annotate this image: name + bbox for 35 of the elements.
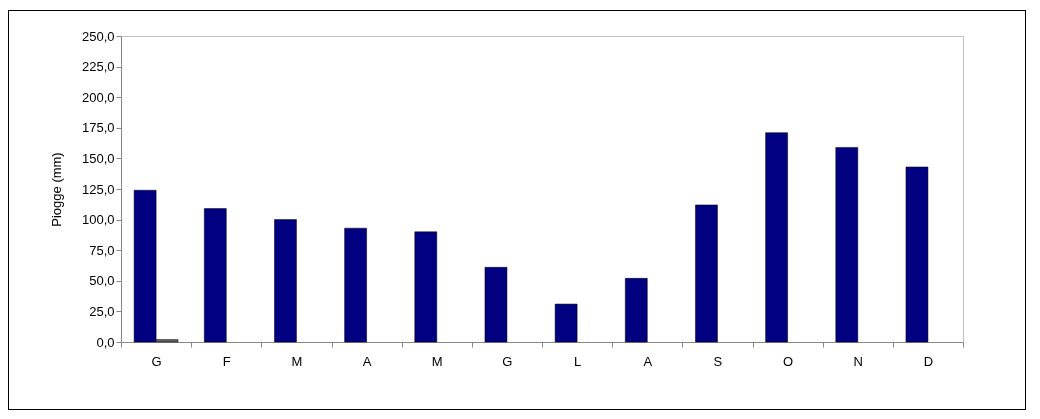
y-tick-label: 75,0 [89,242,115,258]
y-tick-label: 225,0 [81,59,115,75]
y-tick-label: 200,0 [81,89,115,105]
y-tick-label: 100,0 [81,212,115,228]
y-tick-label: 50,0 [89,273,115,289]
x-tick-label: O [783,353,794,369]
x-tick-label: G [151,353,162,369]
bar [414,231,438,343]
bar [625,278,648,343]
x-tick-label: A [643,353,653,369]
x-tick-label: N [853,353,863,369]
x-tick-label: A [362,353,372,369]
bar [835,147,859,343]
y-tick-label: 25,0 [89,303,115,319]
bar [905,166,929,343]
bar [765,132,788,343]
x-tick-label: F [222,353,231,369]
bar [695,204,718,343]
x-tick-label: G [502,353,513,369]
bar [554,303,578,343]
x-tick-label: D [923,353,934,369]
y-tick-label: 250,0 [81,28,115,44]
bar [344,227,367,343]
y-tick-label: 125,0 [81,181,115,197]
y-tick-label: 175,0 [81,120,115,136]
bar [274,219,297,343]
x-tick-label: M [431,353,443,369]
y-tick-label: 150,0 [81,150,115,166]
bar [484,267,508,343]
x-tick-label: L [573,353,582,369]
bar [204,208,227,343]
y-tick-label: 0,0 [96,334,115,350]
x-tick-label: S [713,353,723,369]
x-tick-label: M [291,353,303,369]
y-axis-title: Piogge (mm) [48,152,64,227]
